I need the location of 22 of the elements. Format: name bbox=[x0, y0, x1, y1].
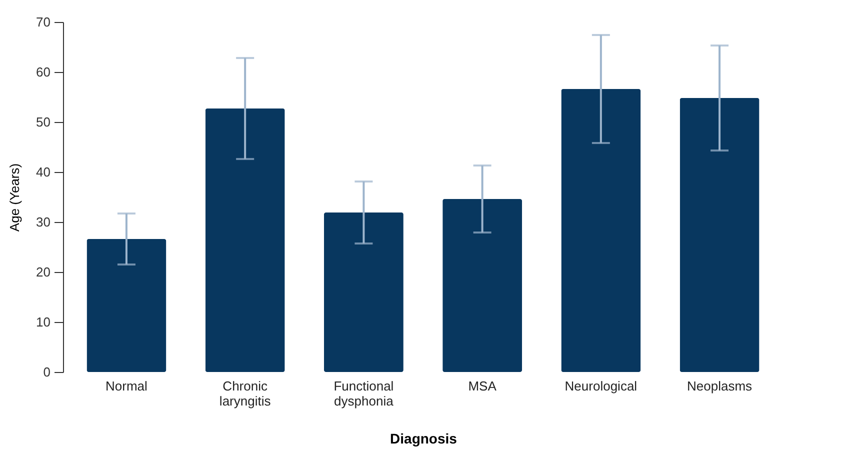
y-tick-label: 70 bbox=[36, 14, 50, 30]
y-tick-label: 30 bbox=[36, 214, 50, 230]
bar bbox=[86, 239, 166, 372]
bar bbox=[442, 199, 522, 372]
y-tick-label: 60 bbox=[36, 64, 50, 80]
bar bbox=[324, 212, 404, 372]
bar bbox=[680, 98, 760, 372]
y-tick-label: 40 bbox=[36, 164, 50, 180]
y-tick-label: 50 bbox=[36, 114, 50, 130]
x-tick-label: Chronic laryngitis bbox=[219, 378, 272, 408]
bar bbox=[205, 108, 285, 372]
x-tick-label: Neurological bbox=[564, 378, 638, 394]
y-tick-label: 20 bbox=[36, 264, 50, 280]
bar bbox=[561, 89, 641, 372]
x-tick-label: Neoplasms bbox=[687, 378, 753, 394]
y-tick-label: 10 bbox=[36, 314, 50, 330]
x-tick-label: MSA bbox=[468, 378, 497, 394]
x-tick-label: Functional dysphonia bbox=[334, 378, 394, 408]
x-axis-title: Diagnosis bbox=[390, 430, 458, 446]
y-tick-label: 0 bbox=[43, 364, 50, 380]
x-tick-label: Normal bbox=[106, 378, 148, 394]
y-axis-title: Age (Years) bbox=[7, 163, 22, 232]
